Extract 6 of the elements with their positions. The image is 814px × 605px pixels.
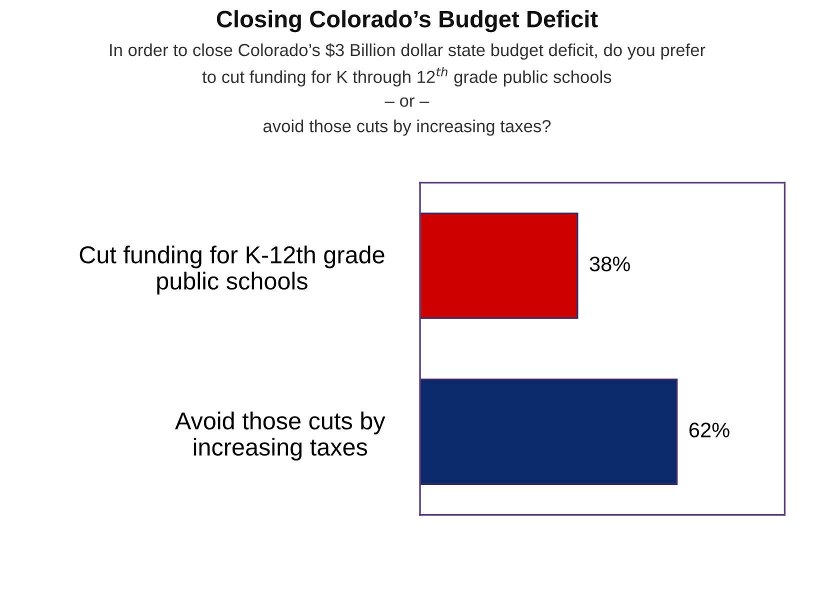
- text: In order to close Colorado’s $3 Billion dollar state budget deficit, do you prefer to cut funding for K through 12$^{th}$ grade public schools – or – avoid those cuts by increasing taxes?: [110, 43, 706, 136]
- data-label: 38%: [590, 256, 630, 272]
- data-label: 62%: [689, 422, 730, 438]
- chart-title: Closing Colorado’s Budget Deficit: [216, 10, 598, 32]
- y-tick-label: Cut funding for K-12th grade public schools: [80, 246, 384, 294]
- y-tick-label: Avoid those cuts by increasing taxes: [175, 412, 386, 461]
